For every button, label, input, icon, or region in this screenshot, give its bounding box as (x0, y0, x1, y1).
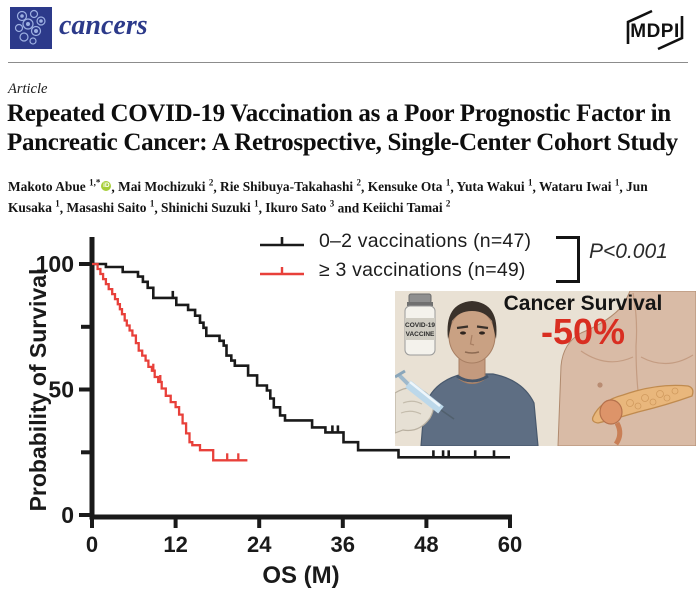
inset-illustration: COVID-19 VACCINE Cancer Survival -50% (394, 290, 696, 447)
x-axis-label: OS (M) (262, 562, 339, 589)
y-tick-label: 50 (48, 377, 74, 403)
kaplan-meier-chart: 0 50 100 0 12 24 36 48 60 OS (M) Probability of Su… (25, 237, 522, 589)
legend-item-0-2-vaccinations: 0–2 vaccinations (n=47) (258, 230, 531, 253)
x-tick-label: 36 (331, 532, 355, 557)
legend-label: 0–2 vaccinations (n=47) (319, 230, 532, 252)
legend-item-3plus-vaccinations: ≥ 3 vaccinations (n=49) (258, 259, 526, 282)
x-tick-label: 12 (163, 532, 187, 557)
author: Rie Shibuya-Takahashi 2 (220, 178, 361, 195)
journal-title[interactable]: cancers (59, 10, 148, 41)
vial-label-line1: COVID-19 (405, 322, 435, 329)
mdpi-wordmark: MDPI (630, 21, 680, 42)
legend-label: ≥ 3 vaccinations (n=49) (319, 259, 526, 281)
x-tick-label: 24 (247, 532, 272, 557)
mdpi-bracket-right-icon (657, 16, 684, 51)
y-tick-label: 0 (61, 502, 74, 528)
author: Yuta Wakui 1 (456, 178, 533, 195)
comparison-bracket (556, 236, 580, 283)
orcid-icon[interactable]: iD (101, 181, 112, 192)
covid-vaccine-vial-icon: COVID-19 VACCINE (404, 293, 436, 356)
y-tick-label: 100 (36, 251, 74, 277)
y-axis-label: Probability of Survival (25, 269, 51, 512)
author-list: Makoto Abue 1,* iD, Mai Mochizuki 2, Rie … (8, 178, 648, 216)
km-curve-0-2-vaccinations (92, 262, 510, 459)
legend-marker-red-icon (260, 266, 304, 275)
title-line-2: Pancreatic Cancer: A Retrospective, Sing… (7, 129, 678, 156)
mdpi-logo[interactable]: MDPI (618, 8, 692, 52)
author: Makoto Abue 1,* iD (8, 178, 112, 195)
author: Mai Mochizuki 2 (118, 178, 214, 195)
cell-cluster-icon (14, 9, 46, 45)
header-divider (8, 62, 688, 63)
vial-label-line2: VACCINE (406, 331, 435, 338)
author: Wataru Iwai 1 (538, 178, 620, 195)
p-value-annotation: P<0.001 (589, 240, 668, 263)
author: Kensuke Ota 1 (367, 178, 451, 195)
author: Shinichi Suzuki 1 (161, 198, 259, 216)
syringe-injection-icon (394, 369, 455, 434)
km-curve-3plus-vaccinations (92, 262, 248, 462)
page-title: Repeated COVID-19 Vaccination as a Poor … (7, 99, 695, 157)
cancers-journal-logo-icon[interactable] (10, 7, 52, 49)
torso-pancreas-illustration (557, 290, 696, 447)
inset-survival-value: -50% (541, 311, 625, 352)
inset-caption: Cancer Survival (504, 292, 663, 315)
author: Jun Kusaka 1 (8, 179, 648, 216)
graphical-abstract-inset: COVID-19 VACCINE Cancer Survival -50% (394, 290, 696, 447)
x-tick-label: 0 (86, 532, 98, 557)
author: Keiichi Tamai 2 (362, 198, 451, 216)
author: Masashi Saito 1 (66, 198, 155, 216)
x-tick-label: 60 (498, 532, 522, 557)
legend-marker-black-icon (260, 236, 304, 246)
article-type-label: Article (8, 81, 48, 97)
pancreas-icon (591, 384, 694, 446)
x-tick-label: 48 (414, 532, 438, 557)
author: Ikuro Sato 3 (265, 198, 335, 216)
title-line-1: Repeated COVID-19 Vaccination as a Poor … (7, 100, 671, 127)
mdpi-bracket-left-icon (626, 9, 653, 44)
